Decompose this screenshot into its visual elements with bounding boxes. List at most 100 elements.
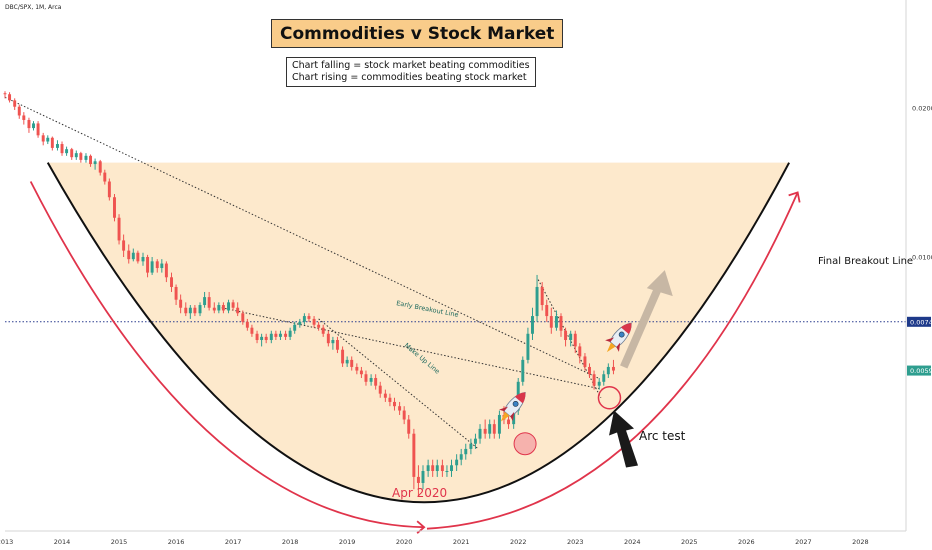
candle-body [32,123,35,129]
candle-body [573,333,577,347]
candle-body [402,410,406,420]
candle-body [416,476,420,483]
last-price-badge: 0.0059 [910,367,932,375]
time-tick-label: 2024 [624,538,641,546]
time-tick-label: 2013 [0,538,13,546]
candle-body [284,333,288,337]
candle-body [179,299,183,308]
candle-body [46,137,50,142]
candle-body [3,93,7,95]
candle-body [345,359,349,364]
candle-body [445,471,449,473]
legend-note-box: Chart falling = stock market beating com… [286,57,536,87]
candle-body [170,277,173,287]
candle-body [8,94,12,101]
rocket-fin-left [605,337,615,342]
candle-body [122,240,126,251]
breakout-price-badge-bg [907,316,931,327]
candle-body [469,443,473,449]
candle-body [269,333,273,341]
candle-body [260,336,264,341]
rocket-fin-left [499,406,509,412]
candle-body [331,340,335,344]
chart-title: Commodities v Stock Market [271,19,564,48]
candle-body [426,465,430,472]
candle-body [450,465,453,472]
candle-body [554,316,558,328]
candle-body [146,256,150,273]
candle-body [588,366,591,375]
candle-body [369,377,373,382]
time-tick-label: 2023 [567,538,584,546]
candle-body [407,419,411,434]
candle-body [497,414,501,434]
time-tick-label: 2026 [738,538,755,546]
time-tick-label: 2015 [111,538,128,546]
candle-body [41,135,45,142]
candle-body [113,197,116,218]
rocket-fin-right [616,342,621,352]
candle-body [188,307,192,314]
candle-body [207,297,211,308]
long-downtrend-line [4,96,599,379]
candle-body [203,297,207,306]
candle-body [278,333,282,337]
time-tick-label: 2019 [339,538,356,546]
rocket-icon [499,391,526,422]
time-tick-label: 2018 [282,538,299,546]
rocket-window [618,331,625,338]
candle-body [193,307,197,314]
candle-body [473,438,477,444]
red-arrow-right-head [788,191,801,203]
candle-body [431,465,435,472]
candle-body [312,318,316,325]
candle-body [393,401,396,407]
rocket-nose [621,323,632,334]
final-breakout-line-label: Final Breakout Line [818,256,913,267]
note-line-rising: Chart rising = commodities beating stock… [292,72,527,83]
early-breakout-line [221,307,604,391]
candle-body [236,307,240,314]
highlight-circle-2022 [513,432,537,456]
candle-body [549,316,553,328]
time-tick-label: 2025 [681,538,698,546]
candle-body [569,333,573,341]
candle-body [298,321,302,325]
candle-body [164,263,168,278]
projection-arrow-head [646,270,673,297]
rocket-icon [605,322,632,353]
candle-body [492,424,496,434]
candle-body [89,155,93,165]
candle-body [98,161,102,173]
rocket-nose [514,392,526,404]
candle-body [174,286,178,300]
candle-body [435,465,439,472]
candle-body [602,374,606,382]
candle-body [464,448,468,455]
candle-body [55,144,59,148]
candle-body [27,119,31,129]
candle-body [212,307,216,311]
candle-body [264,336,268,341]
candle-body [155,261,159,269]
candle-body [293,324,297,331]
candle-body [378,385,382,394]
candle-body [245,321,249,328]
candle-body [107,181,111,198]
cup-arc [46,162,790,504]
candle-body [136,252,140,262]
candle-body [545,305,549,317]
candle-body [535,286,539,317]
time-tick-label: 2022 [510,538,527,546]
candle-body [335,340,339,350]
candle-body [274,333,278,337]
apr-2020-label: Apr 2020 [392,486,447,500]
candle-body [250,327,254,334]
candle-body [592,374,596,386]
rocket-fin-right [510,411,515,422]
time-tick-label: 2027 [795,538,812,546]
candle-body [540,286,544,306]
